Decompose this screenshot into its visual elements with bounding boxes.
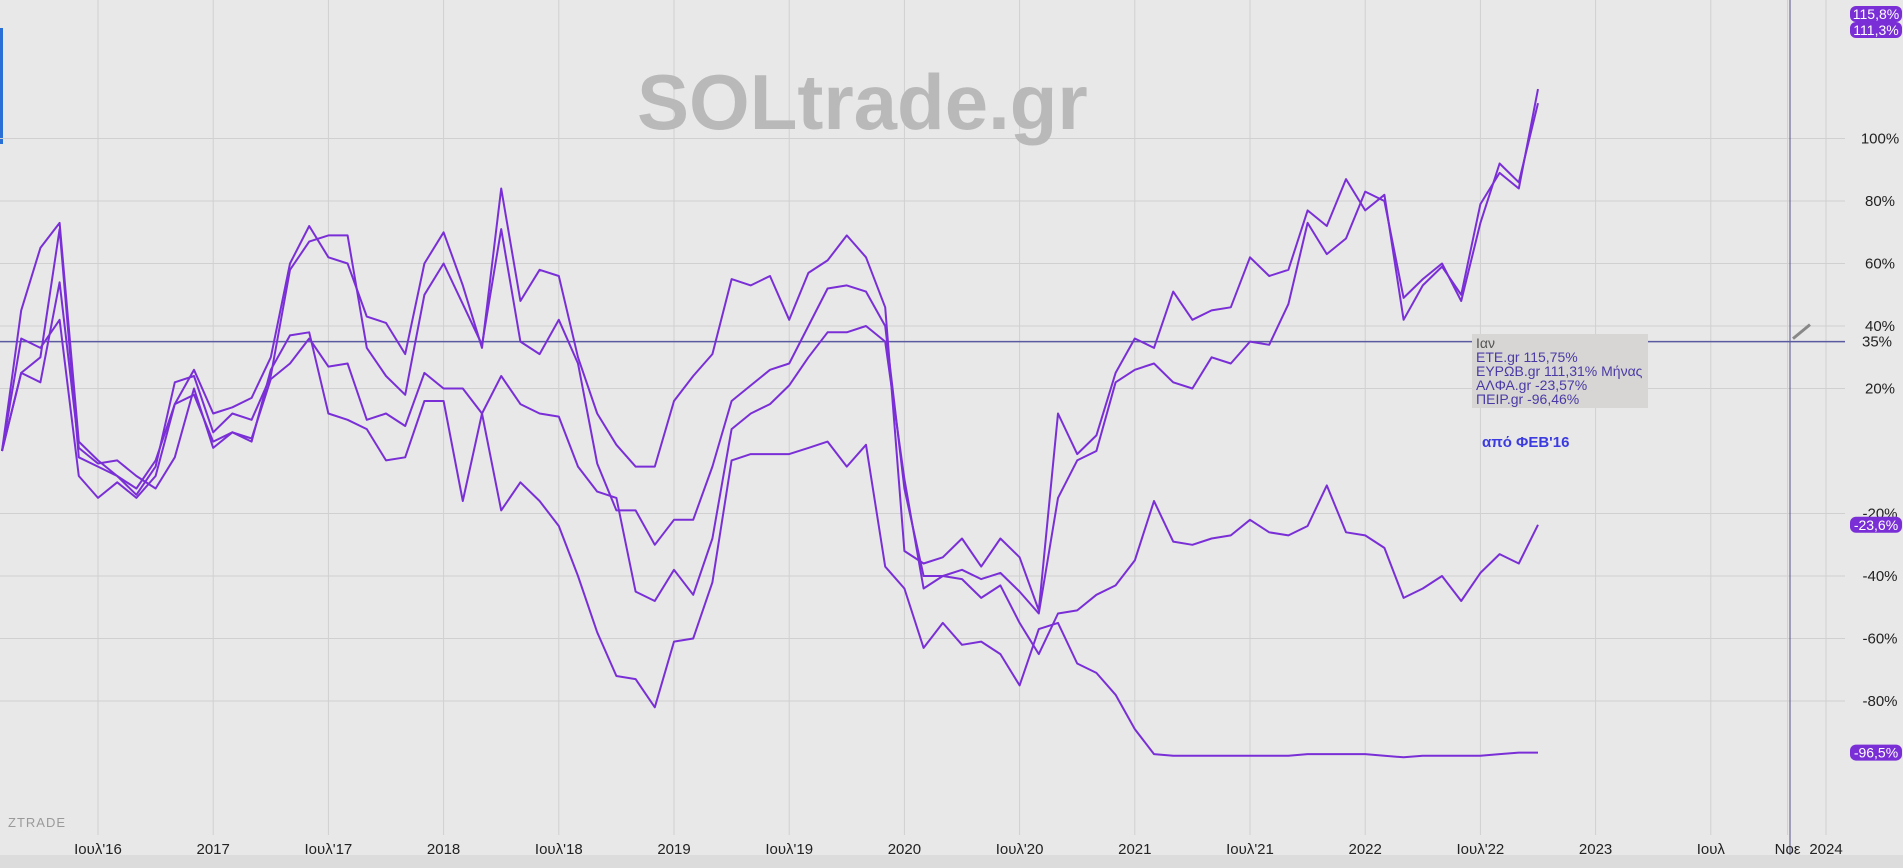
y-tick-label: 40% <box>1865 318 1895 335</box>
x-tick-label: 2019 <box>657 841 690 858</box>
series-line-ΠΕΙΡ.gr <box>1 318 1538 759</box>
x-tick-label: 2022 <box>1349 841 1382 858</box>
x-tick-label: Ιουλ'22 <box>1457 841 1505 858</box>
series-line-ΑΛΦΑ.gr <box>1 281 1539 656</box>
series-line-ΕΥΡΩΒ.gr <box>1 102 1539 615</box>
x-tick-label: Ιουλ'20 <box>996 841 1044 858</box>
y-tick-label: 100% <box>1861 131 1899 148</box>
y-axis-ticks: 100%80%60%40%20%-20%-40%-60%-80% <box>1861 131 1899 711</box>
watermark: SOLtrade.gr <box>637 58 1088 146</box>
value-badge-text: -96,5% <box>1854 745 1898 761</box>
x-tick-label: 2024 <box>1809 841 1842 858</box>
y-tick-label: -80% <box>1862 693 1897 710</box>
y-tick-label: 80% <box>1865 193 1895 210</box>
x-tick-label: Ιουλ'18 <box>535 841 583 858</box>
legend-box: Ιαν ETE.gr 115,75% ΕΥΡΩΒ.gr 111,31% Μήνα… <box>1472 334 1648 408</box>
value-badge-bg <box>1850 516 1902 533</box>
x-tick-label: Ιουλ <box>1697 841 1726 858</box>
value-badge: -96,5% <box>1850 744 1902 761</box>
legend-item: ΠΕΙΡ.gr -96,46% <box>1476 391 1580 407</box>
legend-title: Ιαν <box>1476 335 1495 351</box>
legend-item: ΕΥΡΩΒ.gr 111,31% Μήνας <box>1476 363 1643 379</box>
y-tick-label: 20% <box>1865 381 1895 398</box>
period-note: από ΦΕΒ'16 <box>1482 434 1570 451</box>
y-tick-label: -40% <box>1862 568 1897 585</box>
value-badges: 115,8%111,3% -23,6% -96,5% <box>1850 6 1902 761</box>
x-tick-label: Ιουλ'21 <box>1226 841 1274 858</box>
value-badge-text: -23,6% <box>1854 517 1898 533</box>
series-line-ETE.gr <box>1 88 1539 612</box>
legend-item: ΑΛΦΑ.gr -23,57% <box>1476 377 1588 393</box>
y-tick-label: 60% <box>1865 256 1895 273</box>
x-tick-label: Νοε <box>1775 841 1801 858</box>
value-badge-bg <box>1850 744 1902 761</box>
y-tick-label: -60% <box>1862 631 1897 648</box>
value-badge-bg <box>1850 22 1902 38</box>
x-tick-label: 2020 <box>888 841 921 858</box>
x-axis-ticks: Ιουλ'16 2017 Ιουλ'17 2018 Ιουλ'18 2019 Ιουλ'19… <box>74 841 1843 858</box>
value-badge-text: 115,8% <box>1853 6 1899 22</box>
x-tick-label: 2018 <box>427 841 460 858</box>
x-tick-label: Ιουλ'16 <box>74 841 122 858</box>
left-accent-bar <box>0 28 3 144</box>
brand-label: ZTRADE <box>8 815 66 830</box>
x-tick-label: 2017 <box>197 841 230 858</box>
value-badge-bg <box>1850 6 1902 22</box>
x-tick-label: Ιουλ'17 <box>305 841 353 858</box>
bottom-strip <box>0 855 1903 868</box>
value-badge: 111,3% <box>1850 22 1902 38</box>
series-lines <box>1 88 1539 759</box>
value-badge-text: 111,3% <box>1853 22 1898 38</box>
x-tick-label: 2021 <box>1118 841 1151 858</box>
x-tick-label: 2023 <box>1579 841 1612 858</box>
value-badge: -23,6% <box>1850 516 1902 533</box>
value-badge: 115,8% <box>1850 6 1902 22</box>
legend-item: ETE.gr 115,75% <box>1476 349 1578 365</box>
x-tick-label: Ιουλ'19 <box>765 841 813 858</box>
reference-line-label: 35% <box>1862 334 1892 351</box>
draw-handle-icon <box>1792 323 1811 340</box>
